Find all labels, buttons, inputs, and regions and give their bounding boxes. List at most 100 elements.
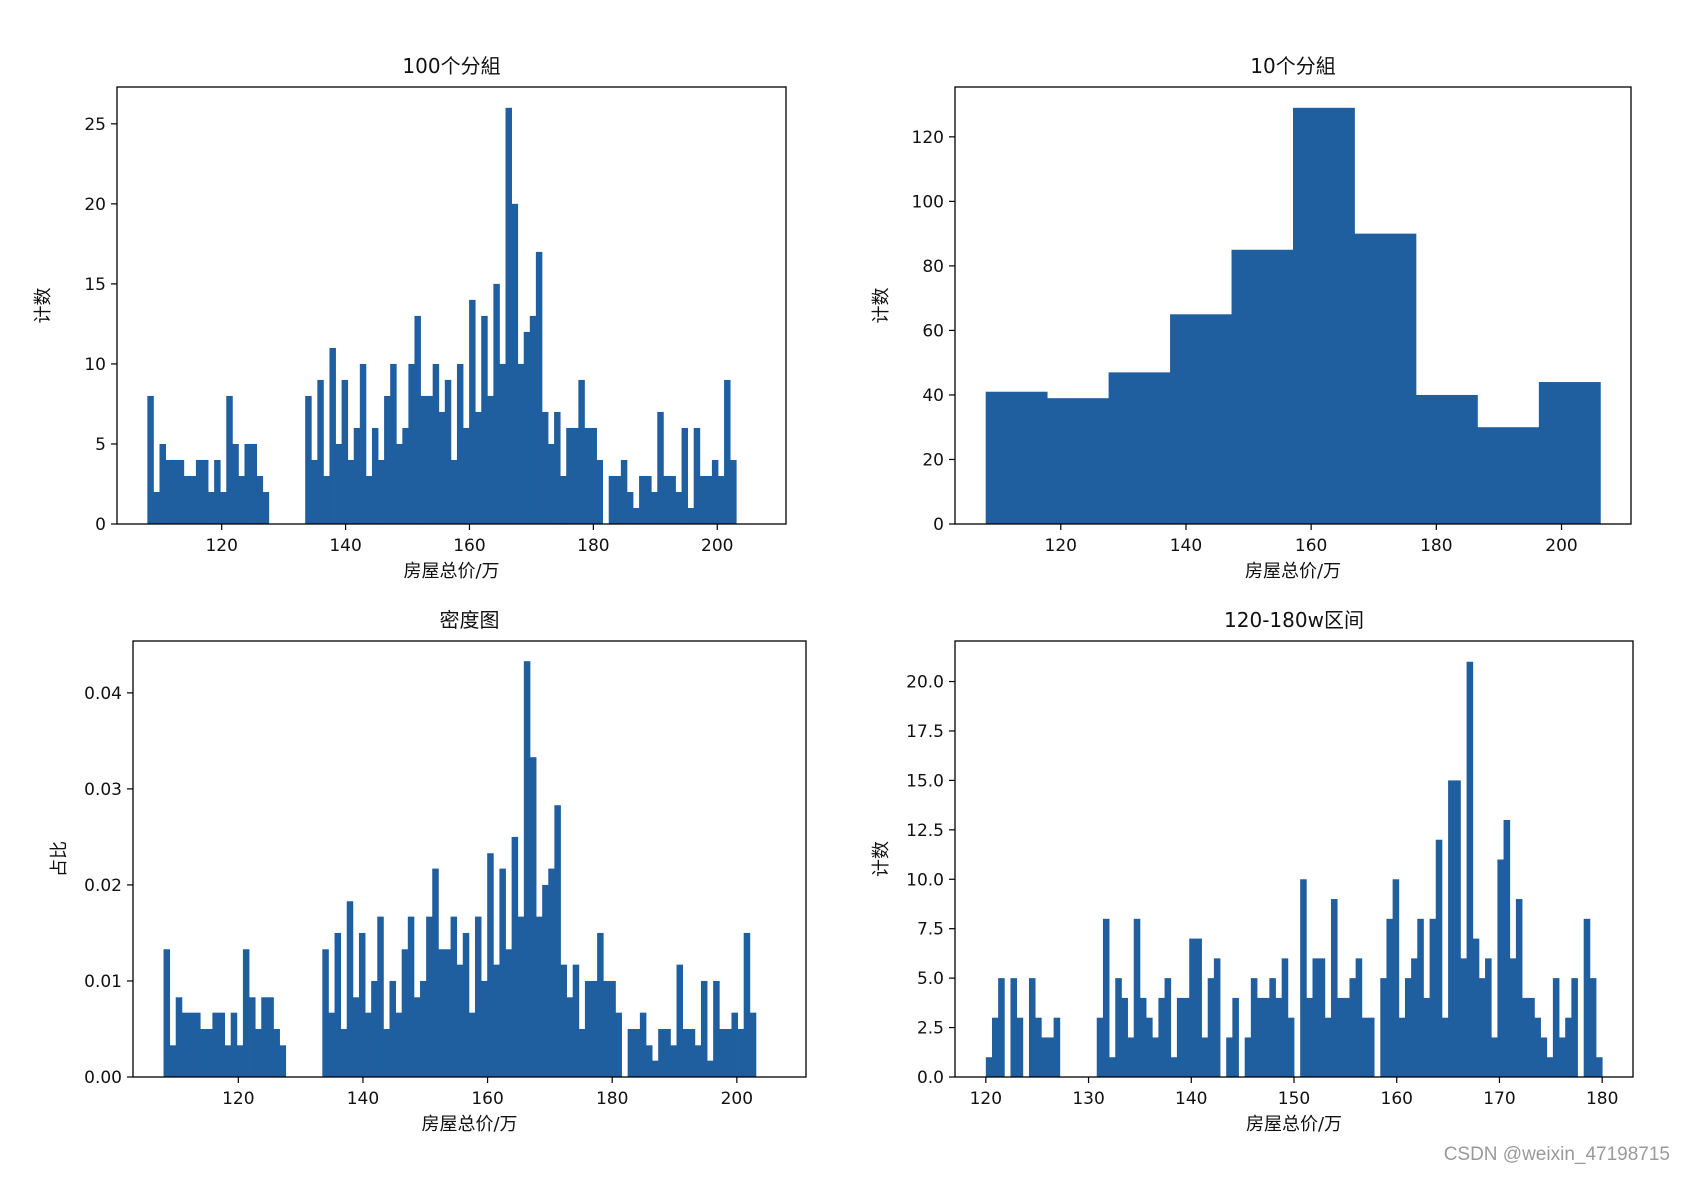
histogram-bar <box>1367 1017 1375 1077</box>
histogram-bar <box>1306 997 1313 1077</box>
histogram-bar <box>627 1028 635 1077</box>
histogram-bar <box>1380 978 1387 1077</box>
histogram-bar <box>705 475 713 524</box>
chart-title: 100个分組 <box>402 54 500 78</box>
histogram-bar <box>438 949 445 1077</box>
histogram-bar <box>487 853 494 1077</box>
histogram-bar <box>226 395 233 524</box>
histogram-bar <box>1108 372 1171 524</box>
histogram-bar <box>469 299 476 524</box>
histogram-bar <box>1509 958 1517 1077</box>
x-tick-label: 160 <box>471 1089 503 1109</box>
histogram-bar <box>1275 997 1283 1077</box>
y-tick-label: 0 <box>933 515 944 535</box>
histogram-bar <box>1472 938 1480 1077</box>
histogram-bar <box>700 980 708 1077</box>
histogram-bar <box>432 363 440 524</box>
y-tick-label: 60 <box>922 321 944 341</box>
y-tick-label: 2.5 <box>917 1019 944 1039</box>
histogram-bar <box>1127 1037 1135 1077</box>
histogram-bar <box>159 443 166 524</box>
histogram-bar <box>523 661 531 1077</box>
histogram-bar <box>1466 661 1474 1077</box>
histogram-bar <box>365 475 373 524</box>
histogram-bar <box>1441 1017 1449 1077</box>
histogram-bar <box>1355 958 1363 1077</box>
histogram-bar <box>1041 1037 1048 1077</box>
histogram-bar <box>584 427 591 524</box>
histogram-bar <box>175 997 183 1077</box>
x-tick-label: 200 <box>721 1089 753 1109</box>
histogram-bar <box>682 1028 690 1077</box>
y-tick-label: 10.0 <box>906 870 944 890</box>
histogram-bar <box>1170 1057 1178 1077</box>
histogram-bar <box>1415 394 1478 524</box>
histogram-bar <box>730 459 737 524</box>
histogram-bar <box>1571 978 1578 1077</box>
histogram-bar <box>1053 1017 1061 1077</box>
histogram-bar <box>1411 958 1418 1077</box>
chart-panel-3: 120 140 160 180 200 0.00 0.01 0.02 0.03 0.04 密度图房屋… <box>49 608 807 1135</box>
histogram-bar <box>505 107 512 524</box>
histogram-bar <box>341 379 349 524</box>
histogram-bar <box>1565 1017 1572 1077</box>
histogram-bar <box>998 978 1005 1077</box>
histogram-bar <box>1139 997 1147 1077</box>
histogram-bar <box>273 1028 280 1077</box>
histogram-bar <box>426 916 433 1077</box>
histogram-bar <box>468 1012 476 1077</box>
histogram-bar <box>250 443 258 524</box>
histogram-bar <box>664 1028 671 1077</box>
histogram-bar <box>183 475 191 524</box>
histogram-bar <box>206 1028 213 1077</box>
histogram-bar <box>163 949 171 1077</box>
histogram-bar <box>208 491 215 524</box>
histogram-bar <box>536 916 543 1077</box>
x-tick-label: 180 <box>1420 536 1452 556</box>
histogram-bar <box>334 932 342 1077</box>
histogram-bar <box>609 980 616 1077</box>
histogram-bar <box>1035 1017 1042 1077</box>
histogram-bar <box>991 1017 999 1077</box>
histogram-bar <box>1460 958 1467 1077</box>
histogram-bar <box>236 1045 244 1077</box>
histogram-bar <box>1404 978 1412 1077</box>
histogram-bar <box>626 491 634 524</box>
histogram-bar <box>1257 997 1264 1077</box>
histogram-bar <box>329 347 336 524</box>
y-tick-label: 10 <box>84 355 106 375</box>
histogram-bar <box>1231 249 1294 524</box>
histogram-bar <box>651 491 658 524</box>
histogram-bar <box>578 1028 586 1077</box>
histogram-bar <box>1454 780 1461 1077</box>
x-tick-label: 180 <box>1586 1089 1618 1109</box>
histogram-bar <box>743 932 751 1077</box>
x-tick-label: 180 <box>577 536 609 556</box>
histogram-bar <box>335 443 343 524</box>
x-tick-label: 160 <box>453 536 485 556</box>
histogram-bar <box>529 315 537 524</box>
histogram-bar <box>371 980 378 1077</box>
histogram-bar <box>560 475 567 524</box>
histogram-bar <box>1189 938 1196 1077</box>
chart-title: 10个分組 <box>1250 54 1335 78</box>
histogram-bar <box>1417 918 1424 1077</box>
y-tick-label: 0.04 <box>84 684 122 704</box>
histogram-bar <box>584 980 592 1077</box>
histogram-bar <box>420 980 427 1077</box>
histogram-bar <box>153 491 160 524</box>
histogram-bar <box>261 997 268 1077</box>
histogram-bar <box>169 1045 177 1077</box>
histogram-bar <box>456 964 464 1077</box>
histogram-bar <box>474 916 482 1077</box>
y-tick-label: 20.0 <box>906 673 944 693</box>
histogram-bar <box>189 475 197 524</box>
y-tick-label: 7.5 <box>917 920 944 940</box>
y-tick-label: 15 <box>84 275 106 295</box>
histogram-bar <box>493 283 500 524</box>
histogram-bar <box>1146 1017 1153 1077</box>
histogram-bar <box>749 1012 757 1077</box>
histogram-bar <box>408 363 415 524</box>
x-tick-label: 130 <box>1072 1089 1104 1109</box>
